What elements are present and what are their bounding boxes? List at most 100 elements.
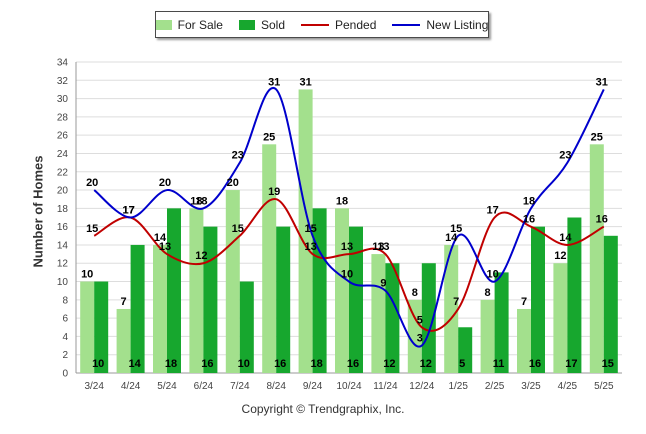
bar-sold (421, 263, 436, 373)
data-label-pended: 5 (417, 314, 423, 326)
data-label-for-sale: 25 (263, 131, 275, 143)
bar-sold (567, 217, 582, 373)
bar-sold (130, 244, 145, 373)
data-label-new-listing: 31 (268, 76, 280, 88)
data-label-new-listing: 15 (450, 223, 462, 235)
legend-item-pended: Pended (301, 18, 376, 32)
bar-sold (531, 226, 545, 373)
x-tick-label: 5/25 (594, 381, 614, 392)
y-tick-label: 8 (62, 295, 68, 306)
data-label-pended: 15 (232, 223, 244, 235)
y-tick-label: 24 (57, 149, 69, 160)
x-tick-label: 7/24 (230, 381, 250, 392)
data-label-for-sale: 7 (121, 296, 127, 308)
bar-for-sale (589, 144, 604, 373)
y-tick-label: 4 (62, 332, 68, 343)
data-label-new-listing: 15 (304, 223, 316, 235)
data-label-for-sale: 18 (336, 195, 348, 207)
data-label-for-sale: 31 (299, 76, 311, 88)
y-tick-label: 22 (57, 167, 69, 178)
bar-for-sale (517, 308, 531, 373)
data-label-pended: 16 (523, 214, 535, 226)
x-tick-label: 1/25 (448, 381, 468, 392)
bar-sold (349, 226, 363, 373)
data-label-for-sale: 18 (190, 195, 202, 207)
data-label-sold: 15 (602, 358, 614, 370)
x-tick-label: 3/24 (84, 381, 104, 392)
legend-swatch-pended (301, 23, 329, 26)
legend-label-pended: Pended (335, 17, 377, 32)
data-label-new-listing: 10 (341, 269, 353, 281)
bar-sold (603, 235, 618, 373)
data-label-pended: 16 (596, 214, 608, 226)
legend-item-new-listing: New Listing (392, 18, 488, 32)
data-label-sold: 17 (565, 358, 577, 370)
y-tick-label: 2 (62, 350, 68, 361)
data-label-for-sale: 14 (154, 232, 167, 244)
bar-for-sale (371, 254, 386, 373)
data-label-pended: 19 (268, 186, 280, 198)
data-label-pended: 14 (559, 232, 572, 244)
data-label-pended: 12 (195, 250, 207, 262)
x-tick-label: 3/25 (521, 381, 541, 392)
data-label-new-listing: 23 (232, 150, 244, 162)
data-label-for-sale: 13 (372, 241, 384, 253)
legend-label-sold: Sold (260, 17, 285, 32)
data-label-new-listing: 9 (380, 278, 386, 290)
data-label-for-sale: 8 (485, 287, 491, 299)
line-new-listing (93, 86, 605, 348)
legend-label-for-sale: For Sale (177, 17, 223, 32)
data-label-sold: 14 (128, 358, 141, 370)
data-label-for-sale: 25 (591, 131, 603, 143)
y-tick-label: 16 (57, 222, 69, 233)
data-label-for-sale: 10 (81, 269, 93, 281)
data-label-sold: 18 (310, 358, 322, 370)
y-tick-label: 18 (57, 204, 69, 215)
x-tick-label: 12/24 (409, 381, 434, 392)
bar-sold (385, 263, 400, 373)
data-label-sold: 16 (347, 358, 359, 370)
legend-item-sold: Sold (238, 17, 285, 32)
legend-swatch-for-sale (155, 19, 172, 30)
y-tick-label: 14 (57, 240, 69, 251)
legend-swatch-new-listing (392, 23, 421, 26)
y-tick-label: 34 (57, 58, 69, 69)
bar-for-sale (225, 190, 240, 373)
data-label-for-sale: 20 (227, 177, 239, 189)
data-label-for-sale: 7 (521, 296, 527, 308)
y-tick-label: 10 (57, 277, 69, 288)
x-tick-label: 4/24 (121, 381, 141, 392)
data-label-sold: 18 (165, 358, 177, 370)
bar-for-sale (262, 144, 277, 373)
y-axis-label: Number of Homes (30, 155, 46, 268)
x-tick-label: 8/24 (266, 381, 286, 392)
y-tick-label: 26 (57, 131, 69, 142)
data-label-new-listing: 17 (122, 205, 134, 217)
bar-sold (239, 281, 254, 373)
data-label-for-sale: 14 (445, 232, 458, 244)
bar-for-sale (553, 263, 568, 373)
data-label-sold: 5 (459, 358, 465, 370)
data-label-sold: 10 (92, 358, 104, 370)
bar-for-sale (80, 281, 95, 373)
data-label-new-listing: 10 (486, 269, 498, 281)
data-label-pended: 13 (159, 241, 171, 253)
data-label-new-listing: 31 (596, 76, 608, 88)
y-tick-label: 0 (62, 369, 68, 380)
data-label-new-listing: 3 (417, 333, 423, 345)
data-label-sold: 16 (201, 358, 213, 370)
copyright-text: Copyright © Trendgraphix, Inc. (241, 402, 405, 416)
data-label-pended: 13 (304, 241, 316, 253)
x-tick-label: 6/24 (194, 381, 214, 392)
bar-for-sale (407, 299, 422, 373)
x-tick-label: 11/24 (373, 381, 398, 392)
bar-sold (94, 281, 109, 373)
bar-for-sale (153, 244, 167, 373)
bar-for-sale (480, 299, 495, 373)
bar-for-sale (116, 308, 131, 373)
y-tick-label: 30 (57, 94, 69, 105)
x-tick-label: 9/24 (303, 381, 323, 392)
x-tick-label: 10/24 (336, 381, 361, 392)
data-label-new-listing: 20 (159, 177, 171, 189)
